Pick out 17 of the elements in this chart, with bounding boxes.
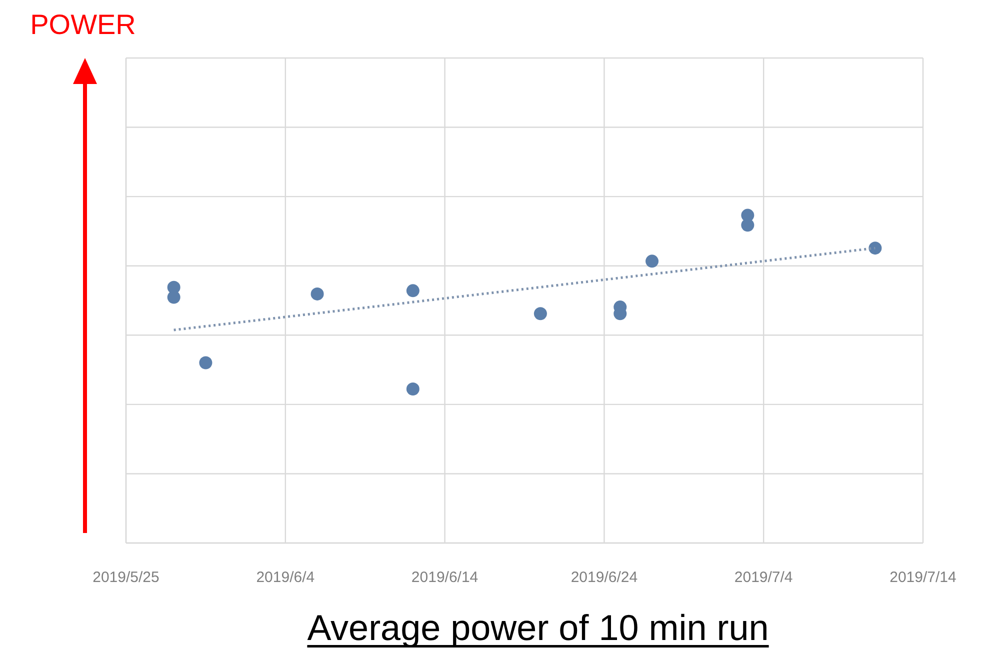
x-tick-label: 2019/6/4 — [256, 569, 315, 586]
x-tick-label: 2019/5/25 — [92, 569, 160, 586]
point — [868, 242, 882, 255]
x-tick-label: 2019/6/14 — [411, 569, 478, 586]
point — [310, 287, 324, 300]
x-tick-label: 2019/7/4 — [734, 569, 793, 586]
x-tick-label: 2019/6/24 — [570, 569, 638, 586]
x-tick-label: 2019/7/14 — [890, 569, 956, 586]
x-axis-title: Average power of 10 min run — [307, 607, 769, 648]
point — [646, 254, 659, 268]
point — [167, 290, 180, 304]
point — [406, 382, 420, 396]
point — [406, 284, 420, 298]
point — [199, 356, 212, 370]
point — [741, 218, 754, 232]
text: POWER — [30, 9, 136, 40]
point — [534, 307, 547, 320]
